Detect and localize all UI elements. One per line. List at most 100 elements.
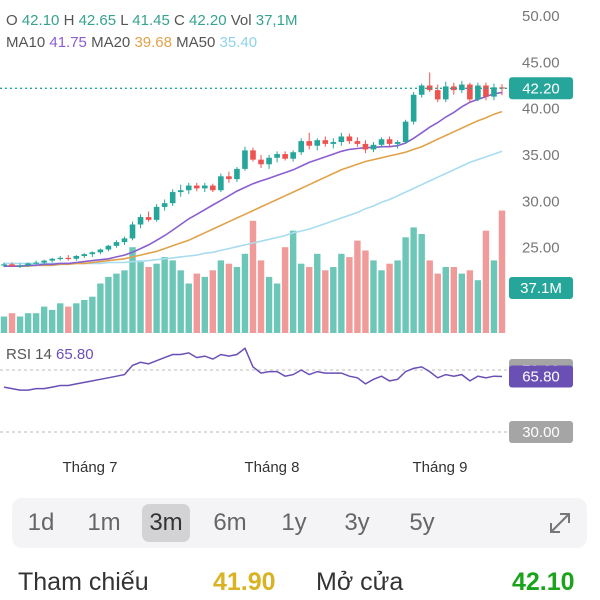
reference-value: 41.90 xyxy=(213,568,276,596)
rsi-line xyxy=(3,347,503,391)
volume-bar xyxy=(474,280,482,333)
volume-bar xyxy=(466,270,474,333)
ohlc-readout: O 42.10 H 42.65 L 41.45 C 42.20 Vol 37,1… xyxy=(6,12,297,29)
month-label: Tháng 9 xyxy=(412,459,467,476)
volume-bar xyxy=(289,230,297,333)
candle-body xyxy=(475,85,481,100)
candle-body xyxy=(426,85,433,91)
volume-bar xyxy=(338,253,345,333)
range-tab-1y[interactable]: 1y xyxy=(281,509,307,536)
volume-bar xyxy=(265,276,273,333)
candle-body xyxy=(145,217,152,220)
volume-bar xyxy=(378,270,385,333)
price-tick-label: 50.00 xyxy=(522,8,560,25)
candle-body xyxy=(25,263,31,266)
close-label: C xyxy=(173,12,185,29)
volume-bar xyxy=(362,250,369,333)
rsi-level-badge xyxy=(509,421,573,443)
volume-bar xyxy=(314,253,321,333)
volume-bar xyxy=(498,210,506,333)
volume-bar xyxy=(169,260,176,333)
time-range-bar: 1d 1m 3m 6m 1y 3y 5y xyxy=(12,498,587,548)
candle-body xyxy=(274,154,280,158)
volume-bar xyxy=(330,267,337,333)
volume-bar xyxy=(225,263,233,333)
range-tab-5y[interactable]: 5y xyxy=(409,509,435,536)
candle-body xyxy=(105,245,112,250)
open-price-value: 42.10 xyxy=(512,568,575,596)
volume-bar xyxy=(81,300,88,333)
volume-value: 37,1M xyxy=(255,12,298,29)
volume-bar xyxy=(129,247,136,333)
volume-bar xyxy=(418,234,425,333)
range-tab-3m[interactable]: 3m xyxy=(142,504,190,542)
volume-bar xyxy=(386,263,393,333)
volume-bar xyxy=(241,253,249,333)
volume-bar xyxy=(8,313,16,333)
candle-body xyxy=(193,185,200,189)
price-tick-label: 45.00 xyxy=(522,54,560,71)
candle-body xyxy=(322,140,329,144)
reference-label: Tham chiếu xyxy=(18,568,149,596)
candle-body xyxy=(298,141,304,153)
reference-price: Tham chiếu xyxy=(18,568,149,597)
candle-body xyxy=(459,84,465,91)
candle-body xyxy=(362,143,369,150)
range-tab-1d[interactable]: 1d xyxy=(27,509,55,536)
volume-bar xyxy=(161,257,168,333)
candle-body xyxy=(65,257,72,260)
volume-bar xyxy=(410,227,417,333)
ma20-line xyxy=(4,110,503,267)
candle-body xyxy=(129,224,136,239)
candle-body xyxy=(9,264,15,267)
low-label: L xyxy=(120,12,129,29)
price-tick-label: 35.00 xyxy=(522,147,560,164)
candle-body xyxy=(354,141,361,144)
volume-bar xyxy=(297,263,305,333)
candle-body xyxy=(394,142,401,144)
range-tab-3y[interactable]: 3y xyxy=(344,509,370,536)
volume-bar xyxy=(209,270,217,333)
candle-body xyxy=(81,254,88,257)
candle-body xyxy=(402,121,409,143)
candle-body xyxy=(57,257,64,260)
range-tab-1m[interactable]: 1m xyxy=(87,509,121,536)
open-price-label: Mở cửa xyxy=(316,568,404,596)
volume-bar xyxy=(185,283,192,333)
volume-bar xyxy=(201,276,209,333)
candle-body xyxy=(330,142,337,144)
volume-bar xyxy=(322,270,329,333)
candle-body xyxy=(49,258,55,261)
rsi-current-badge xyxy=(509,365,573,388)
volume-bar xyxy=(97,283,104,333)
volume-bar xyxy=(105,276,112,333)
candle-body xyxy=(73,256,80,259)
ma-readout: MA10 41.75 MA20 39.68 MA50 35.40 xyxy=(6,34,257,51)
open-value: 42.10 xyxy=(21,12,60,29)
volume-bar xyxy=(16,316,24,333)
volume-bar xyxy=(193,273,200,333)
ma10-label: MA10 xyxy=(6,34,46,51)
volume-bar xyxy=(113,273,120,333)
volume-label: Vol xyxy=(230,12,252,29)
candle-body xyxy=(290,152,296,159)
volume-bar xyxy=(450,267,458,333)
candle-body xyxy=(467,84,473,100)
volume-bar xyxy=(48,309,56,333)
range-tab-6m[interactable]: 6m xyxy=(213,509,247,536)
candle-body xyxy=(410,94,417,122)
ma10-line xyxy=(4,91,503,267)
candle-body xyxy=(153,206,160,220)
volume-bar xyxy=(402,237,409,333)
volume-bar xyxy=(442,267,449,333)
volume-bar xyxy=(370,260,377,333)
volume-bar xyxy=(426,260,433,333)
candle-body xyxy=(491,87,497,97)
volume-bar xyxy=(394,260,401,333)
candle-body xyxy=(89,252,96,255)
volume-bar xyxy=(306,267,313,333)
candle-body xyxy=(418,85,425,95)
candle-body xyxy=(434,90,441,100)
expand-icon[interactable] xyxy=(547,510,573,536)
